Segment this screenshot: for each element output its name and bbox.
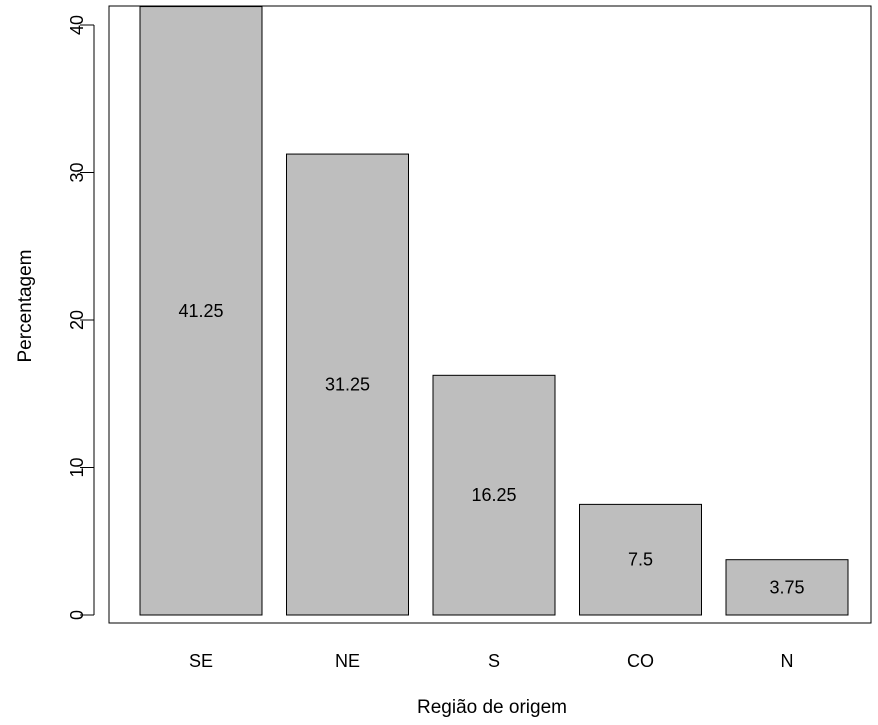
- y-tick-label: 20: [67, 310, 87, 330]
- x-tick-label-s: S: [488, 651, 500, 671]
- y-axis-title: Percentagem: [15, 249, 36, 362]
- y-axis: 0 10 20 30 40: [67, 15, 95, 620]
- bar-se: [139, 6, 263, 616]
- x-tick-label-co: CO: [627, 651, 654, 671]
- y-tick-label: 10: [67, 457, 87, 477]
- data-label-co: 7.5: [628, 550, 653, 570]
- x-tick-label-n: N: [781, 651, 794, 671]
- y-tick-label: 40: [67, 15, 87, 35]
- data-label-se: 41.25: [178, 301, 223, 321]
- plot-frame: [108, 5, 872, 624]
- y-tick-label: 30: [67, 162, 87, 182]
- data-label-ne: 31.25: [325, 375, 370, 395]
- x-tick-label-ne: NE: [335, 651, 360, 671]
- y-tick-label: 0: [67, 610, 87, 620]
- data-label-s: 16.25: [471, 485, 516, 505]
- bar-n: [725, 559, 849, 616]
- bar-s: [432, 374, 556, 616]
- bar-co: [579, 503, 702, 616]
- x-axis: SE NE S CO N: [189, 651, 794, 671]
- bar-ne: [286, 153, 409, 616]
- x-tick-label-se: SE: [189, 651, 213, 671]
- x-axis-title: Região de origem: [417, 697, 567, 718]
- data-label-n: 3.75: [769, 577, 804, 597]
- bars-layer: [139, 6, 849, 616]
- data-labels-layer: 41.25 31.25 16.25 7.5 3.75: [178, 301, 804, 598]
